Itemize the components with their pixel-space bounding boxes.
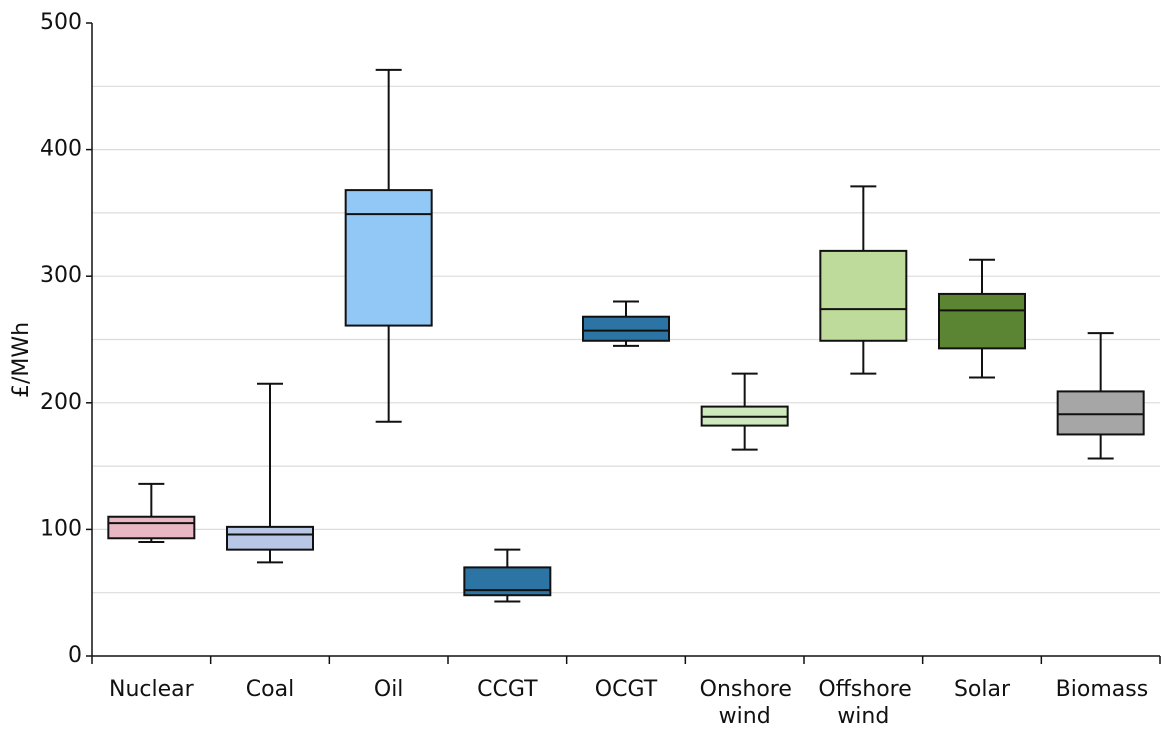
- x-tick-label: Offshore wind: [818, 677, 912, 729]
- box: [226, 525, 314, 551]
- x-tick-label: Biomass: [1055, 677, 1149, 702]
- box: [582, 315, 670, 342]
- box: [107, 515, 196, 540]
- x-tick-label: Nuclear: [108, 677, 194, 702]
- y-tick-label: 300: [40, 263, 82, 288]
- box: [344, 189, 433, 327]
- box: [819, 249, 908, 342]
- y-tick-label: 500: [40, 10, 82, 35]
- x-tick-label: OCGT: [594, 677, 658, 702]
- x-tick-label: Coal: [245, 677, 295, 702]
- y-tick-label: 100: [40, 516, 82, 541]
- y-tick-label: 400: [40, 137, 82, 162]
- y-tick-label: 200: [40, 390, 82, 415]
- box: [938, 292, 1026, 350]
- x-tick-label: Solar: [953, 677, 1011, 702]
- y-axis-label: £/MWh: [9, 322, 34, 398]
- x-tick-label: Oil: [373, 677, 404, 702]
- x-tick-label: Onshore wind: [699, 677, 792, 729]
- box: [1056, 390, 1145, 436]
- y-tick-label: 0: [68, 643, 82, 668]
- x-tick-label: CCGT: [477, 677, 538, 702]
